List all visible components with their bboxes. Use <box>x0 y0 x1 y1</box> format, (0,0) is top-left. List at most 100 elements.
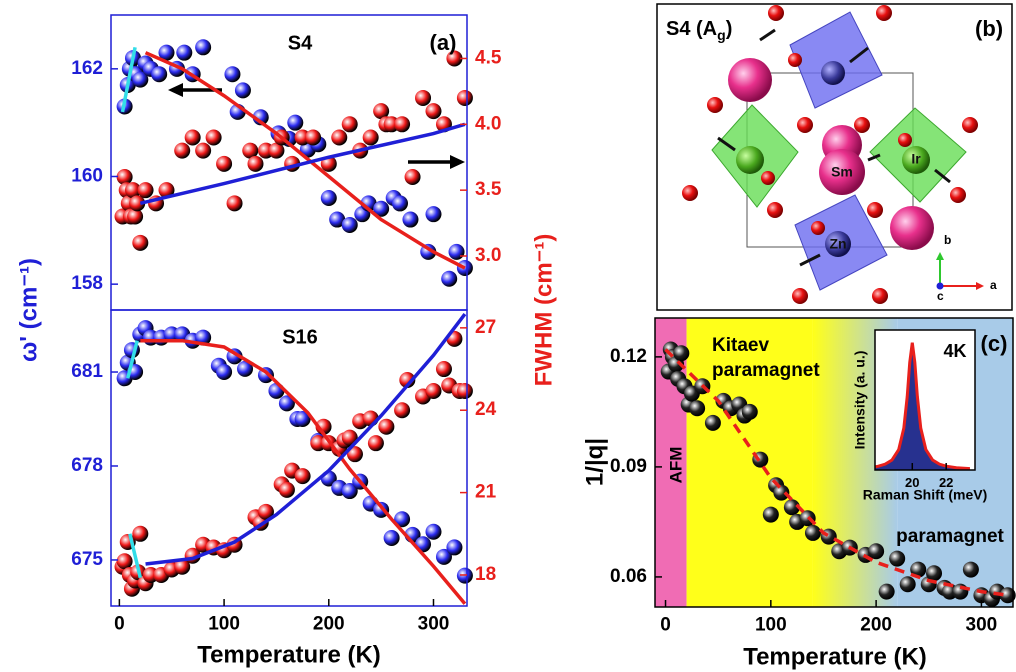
data-point <box>805 525 821 541</box>
y-tick-label: 158 <box>71 273 103 294</box>
atom-label: Zn <box>829 236 846 252</box>
x-axis-label: Temperature (K) <box>197 641 381 668</box>
chart-title: S16 <box>282 326 318 348</box>
panel-label: (b) <box>975 16 1003 41</box>
data-point <box>436 361 452 377</box>
x-axis-label: Raman Shift (meV) <box>863 487 987 503</box>
data-point <box>132 235 148 251</box>
axis-label: b <box>944 233 951 247</box>
y-tick-label: 678 <box>71 455 103 476</box>
data-point <box>405 169 421 185</box>
title-text: ) <box>726 18 733 40</box>
data-point <box>151 66 167 82</box>
x-tick-label: 300 <box>418 613 450 634</box>
data-point <box>295 468 311 484</box>
data-point <box>394 116 410 132</box>
data-point <box>441 271 457 287</box>
y-tick-label: 160 <box>71 166 103 187</box>
data-point <box>889 551 905 567</box>
y-tick-label: 0.06 <box>610 566 647 587</box>
data-point <box>117 553 133 569</box>
data-point <box>449 244 465 260</box>
y2-tick-label: 27 <box>475 317 496 338</box>
data-point <box>305 129 321 145</box>
data-point <box>206 129 222 145</box>
axis-label: a <box>990 278 997 292</box>
region-label: AFM <box>666 447 685 484</box>
x-tick-label: 100 <box>208 613 240 634</box>
data-point <box>900 576 916 592</box>
title-subscript: g <box>717 27 726 43</box>
panel-label: (c) <box>981 331 1008 356</box>
y2-tick-label: 3.5 <box>475 179 502 200</box>
data-point <box>425 383 441 399</box>
data-point <box>342 116 358 132</box>
chart-title: S4 <box>288 32 313 54</box>
chart-title: 4K <box>943 341 966 361</box>
region-label: paramagnet <box>896 526 1004 547</box>
y2-tick-label: 3.0 <box>475 245 501 266</box>
data-point <box>457 90 473 106</box>
data-point <box>425 103 441 119</box>
data-point <box>321 190 337 206</box>
data-point <box>392 195 408 211</box>
data-point <box>195 143 211 159</box>
y2-tick-label: 24 <box>475 399 497 420</box>
y-tick-label: 675 <box>71 549 103 570</box>
data-point <box>216 156 232 172</box>
x-tick-label: 0 <box>114 613 125 634</box>
structure-diagram: Sm Ir Zn b a c S4 (Ag) (b) <box>657 4 1012 310</box>
x-tick-label: 300 <box>966 614 998 635</box>
data-point <box>742 404 758 420</box>
data-point <box>227 195 243 211</box>
data-point <box>185 129 201 145</box>
data-point <box>138 182 154 198</box>
y-axis-label: Intensity (a. u.) <box>852 351 868 450</box>
y-tick-label: 0.09 <box>610 456 647 477</box>
atom-label: Sm <box>831 164 853 180</box>
fit-line <box>146 314 465 564</box>
region-label: paramagnet <box>712 360 820 381</box>
data-point <box>415 90 431 106</box>
y-tick-label: 681 <box>71 361 103 382</box>
data-point <box>763 507 779 523</box>
data-point <box>425 206 441 222</box>
x-tick-label: 100 <box>755 614 787 635</box>
y2-tick-label: 4.5 <box>475 47 502 68</box>
data-point <box>195 39 211 55</box>
x-tick-label: 200 <box>313 613 345 634</box>
title-text: S4 (A <box>666 18 717 40</box>
data-point <box>363 129 379 145</box>
y2-tick-label: 4.0 <box>475 113 501 134</box>
data-point <box>368 435 384 451</box>
data-point <box>224 66 240 82</box>
data-point <box>384 530 400 546</box>
data-point <box>425 524 441 540</box>
y-tick-label: 0.12 <box>610 346 647 367</box>
data-point <box>216 364 232 380</box>
y-axis-label: ω' (cm⁻¹) <box>15 258 42 362</box>
region-label: Kitaev <box>712 335 769 356</box>
panel-label: (a) <box>430 30 457 55</box>
x-tick-label: 200 <box>860 614 892 635</box>
y2-tick-label: 21 <box>475 482 497 503</box>
y-tick-label: 162 <box>71 58 103 79</box>
y2-axis-label: FWHM (cm⁻¹) <box>530 234 557 387</box>
figure: Sm Ir Zn b a c S4 (Ag) (b) 158 160 162 3.0 3… <box>0 0 1016 672</box>
data-point <box>705 415 721 431</box>
data-point <box>879 584 895 600</box>
axis-label: c <box>937 289 944 303</box>
data-point <box>174 143 190 159</box>
data-point <box>132 526 148 542</box>
data-point <box>331 129 347 145</box>
data-point <box>378 419 394 435</box>
x-tick-label: 0 <box>660 614 671 635</box>
y2-tick-label: 18 <box>475 564 496 585</box>
data-point <box>689 400 705 416</box>
data-point <box>342 217 358 233</box>
data-point <box>235 82 251 98</box>
data-point <box>963 562 979 578</box>
data-point <box>287 115 303 131</box>
x-axis-label: Temperature (K) <box>743 643 927 670</box>
data-point <box>176 45 192 61</box>
